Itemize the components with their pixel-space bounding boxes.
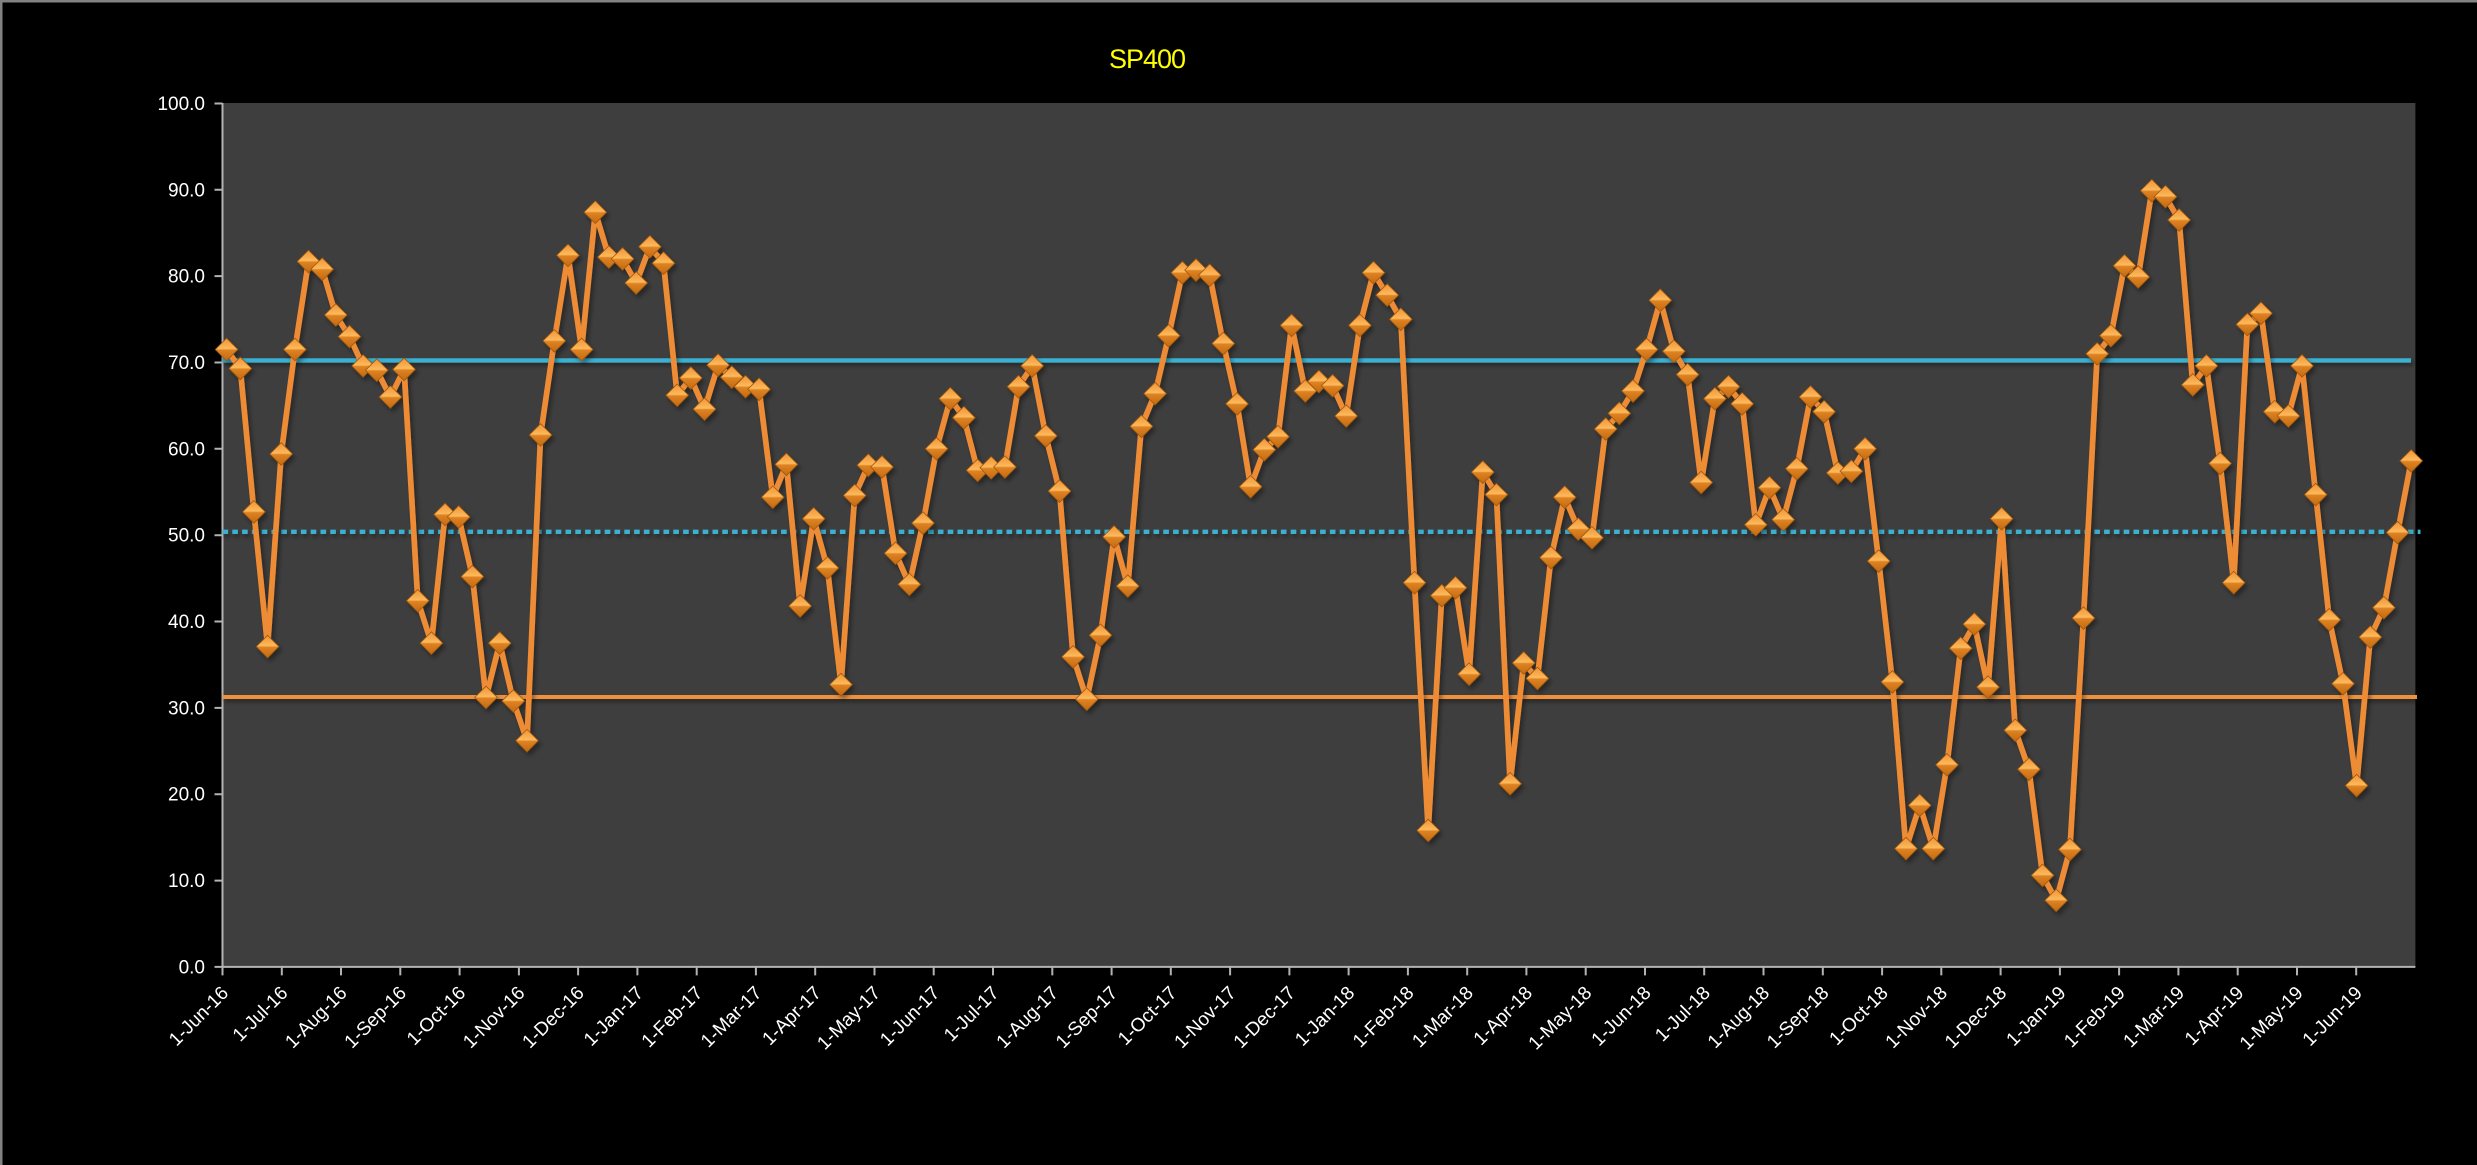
svg-text:SP400: SP400	[1109, 44, 1185, 74]
svg-text:100.0: 100.0	[157, 94, 205, 115]
svg-text:50.0: 50.0	[168, 526, 205, 547]
svg-text:20.0: 20.0	[168, 785, 205, 806]
svg-text:40.0: 40.0	[168, 612, 205, 633]
svg-text:90.0: 90.0	[168, 180, 205, 201]
svg-text:30.0: 30.0	[168, 698, 205, 719]
svg-text:0.0: 0.0	[179, 957, 205, 978]
svg-text:70.0: 70.0	[168, 353, 205, 374]
svg-text:10.0: 10.0	[168, 871, 205, 892]
svg-text:60.0: 60.0	[168, 439, 205, 460]
svg-text:80.0: 80.0	[168, 267, 205, 288]
